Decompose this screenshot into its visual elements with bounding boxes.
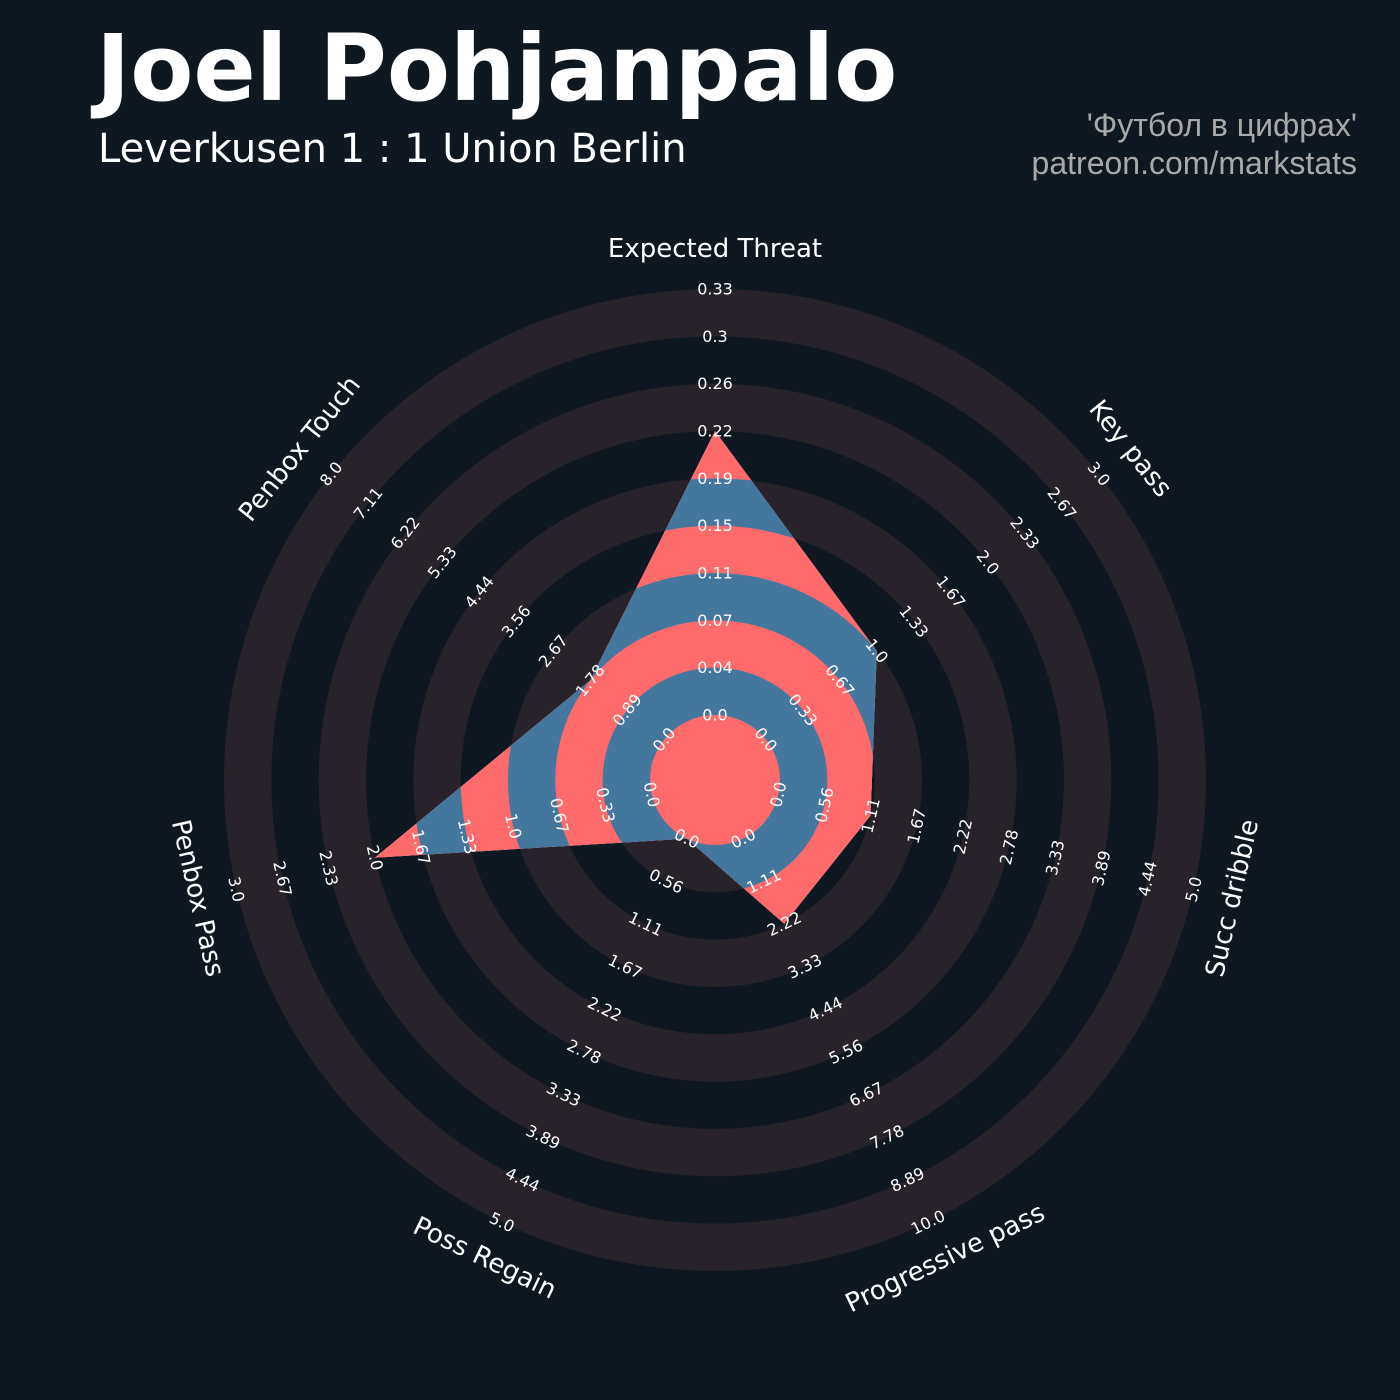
credit-line-2: patreon.com/markstats [1031,145,1357,181]
tick-label: 0.07 [697,611,733,630]
credit-line-1: 'Футбол в цифрах' [1086,107,1357,143]
tick-label: 0.19 [697,469,733,488]
tick-label: 0.26 [697,374,733,393]
tick-label: 0.22 [697,422,733,441]
tick-label: 0.04 [697,658,733,677]
tick-label: 0.3 [702,327,727,346]
tick-label: 0.15 [697,516,733,535]
param-label-expected-threat: Expected Threat [608,234,822,264]
tick-label: 0.11 [697,564,733,583]
player-name-title: Joel Pohjanpalo [96,15,898,122]
param-label-succ-dribble: Succ dribble [1200,817,1265,980]
match-subtitle: Leverkusen 1 : 1 Union Berlin [98,126,687,172]
tick-label: 0.0 [702,706,727,725]
credits: 'Футбол в цифрах' patreon.com/markstats [1032,106,1357,182]
param-label-penbox-pass: Penbox Pass [165,817,230,980]
polygon-band [650,715,780,845]
tick-label: 0.33 [697,280,733,299]
